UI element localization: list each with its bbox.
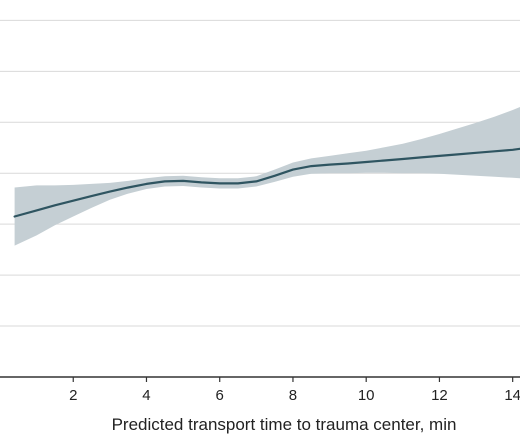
x-axis-title: Predicted transport time to trauma cente… bbox=[112, 415, 457, 434]
confidence-band bbox=[14, 107, 520, 246]
x-axis: 2 4 6 8 10 12 14 bbox=[0, 376, 520, 404]
gridlines bbox=[0, 19, 520, 327]
x-tick-label: 4 bbox=[142, 387, 150, 404]
confidence-band-layer bbox=[14, 107, 520, 246]
series-line-layer bbox=[13, 147, 520, 218]
x-tick-label: 6 bbox=[216, 387, 224, 404]
x-tick-label: 2 bbox=[69, 387, 77, 404]
x-tick-label: 10 bbox=[358, 387, 375, 404]
x-tick-label: 8 bbox=[289, 387, 297, 404]
series-line bbox=[13, 147, 520, 218]
x-tick-label: 14 bbox=[504, 387, 520, 404]
x-tick-label: 12 bbox=[431, 387, 448, 404]
